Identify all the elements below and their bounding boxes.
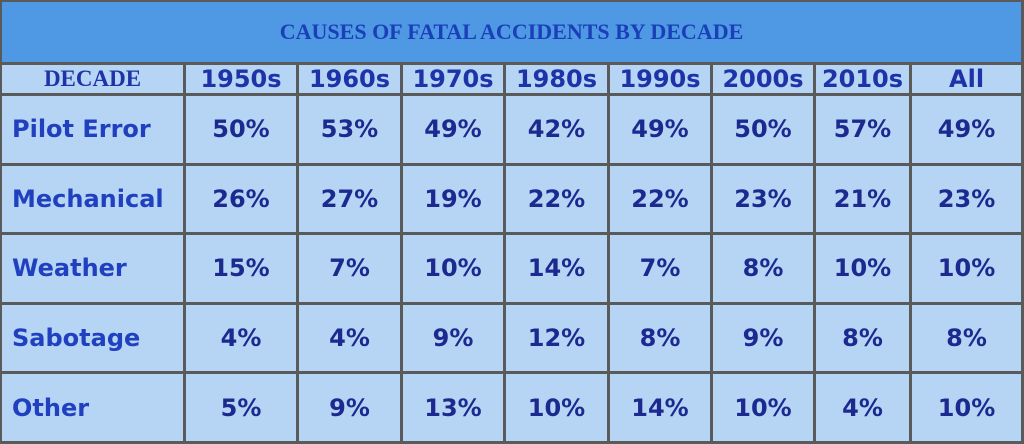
table-cell: 50% [710, 93, 816, 166]
table-cell: 10% [908, 371, 1024, 444]
row-label: Weather [0, 232, 186, 305]
table-cell: 22% [607, 162, 713, 236]
table-cell: 5% [183, 371, 299, 444]
column-header: 1960s [296, 62, 403, 96]
column-header: 2010s [813, 62, 912, 96]
table-cell: 12% [503, 301, 610, 375]
table-cell: 4% [183, 301, 299, 375]
table-cell: 57% [813, 93, 912, 166]
table-cell: 15% [183, 232, 299, 305]
row-label: Sabotage [0, 301, 186, 375]
table-cell: 8% [908, 301, 1024, 375]
table-cell: 9% [710, 301, 816, 375]
corner-header: DECADE [0, 62, 186, 96]
table-row: Mechanical 26% 27% 19% 22% 22% 23% 21% 23% [0, 162, 1024, 236]
table-cell: 7% [296, 232, 403, 305]
column-header: All [908, 62, 1024, 96]
table-cell: 23% [710, 162, 816, 236]
table-cell: 8% [607, 301, 713, 375]
column-header: 1990s [607, 62, 713, 96]
table-cell: 10% [400, 232, 506, 305]
column-header: 2000s [710, 62, 816, 96]
table-cell: 21% [813, 162, 912, 236]
table-row: Pilot Error 50% 53% 49% 42% 49% 50% 57% 49% [0, 93, 1024, 166]
row-label: Other [0, 371, 186, 444]
table-cell: 19% [400, 162, 506, 236]
table-cell: 9% [400, 301, 506, 375]
table-cell: 13% [400, 371, 506, 444]
table-cell: 27% [296, 162, 403, 236]
column-header: 1980s [503, 62, 610, 96]
table-cell: 8% [710, 232, 816, 305]
table-cell: 4% [813, 371, 912, 444]
table-cell: 14% [607, 371, 713, 444]
row-label: Mechanical [0, 162, 186, 236]
table-row: Sabotage 4% 4% 9% 12% 8% 9% 8% 8% [0, 301, 1024, 375]
row-label: Pilot Error [0, 93, 186, 166]
table-cell: 49% [607, 93, 713, 166]
table-cell: 14% [503, 232, 610, 305]
table-cell: 50% [183, 93, 299, 166]
table-cell: 42% [503, 93, 610, 166]
table-cell: 10% [813, 232, 912, 305]
table-cell: 26% [183, 162, 299, 236]
table-cell: 23% [908, 162, 1024, 236]
column-header: 1950s [183, 62, 299, 96]
table-row: Other 5% 9% 13% 10% 14% 10% 4% 10% [0, 371, 1024, 444]
table-cell: 10% [710, 371, 816, 444]
table-cell: 4% [296, 301, 403, 375]
table-cell: 7% [607, 232, 713, 305]
table-cell: 49% [908, 93, 1024, 166]
column-header: 1970s [400, 62, 506, 96]
table-row: Weather 15% 7% 10% 14% 7% 8% 10% 10% [0, 232, 1024, 305]
table-cell: 22% [503, 162, 610, 236]
table-cell: 10% [908, 232, 1024, 305]
table-cell: 8% [813, 301, 912, 375]
table-cell: 53% [296, 93, 403, 166]
table-cell: 10% [503, 371, 610, 444]
table-cell: 49% [400, 93, 506, 166]
table-title: CAUSES OF FATAL ACCIDENTS BY DECADE [0, 0, 1024, 65]
table-cell: 9% [296, 371, 403, 444]
